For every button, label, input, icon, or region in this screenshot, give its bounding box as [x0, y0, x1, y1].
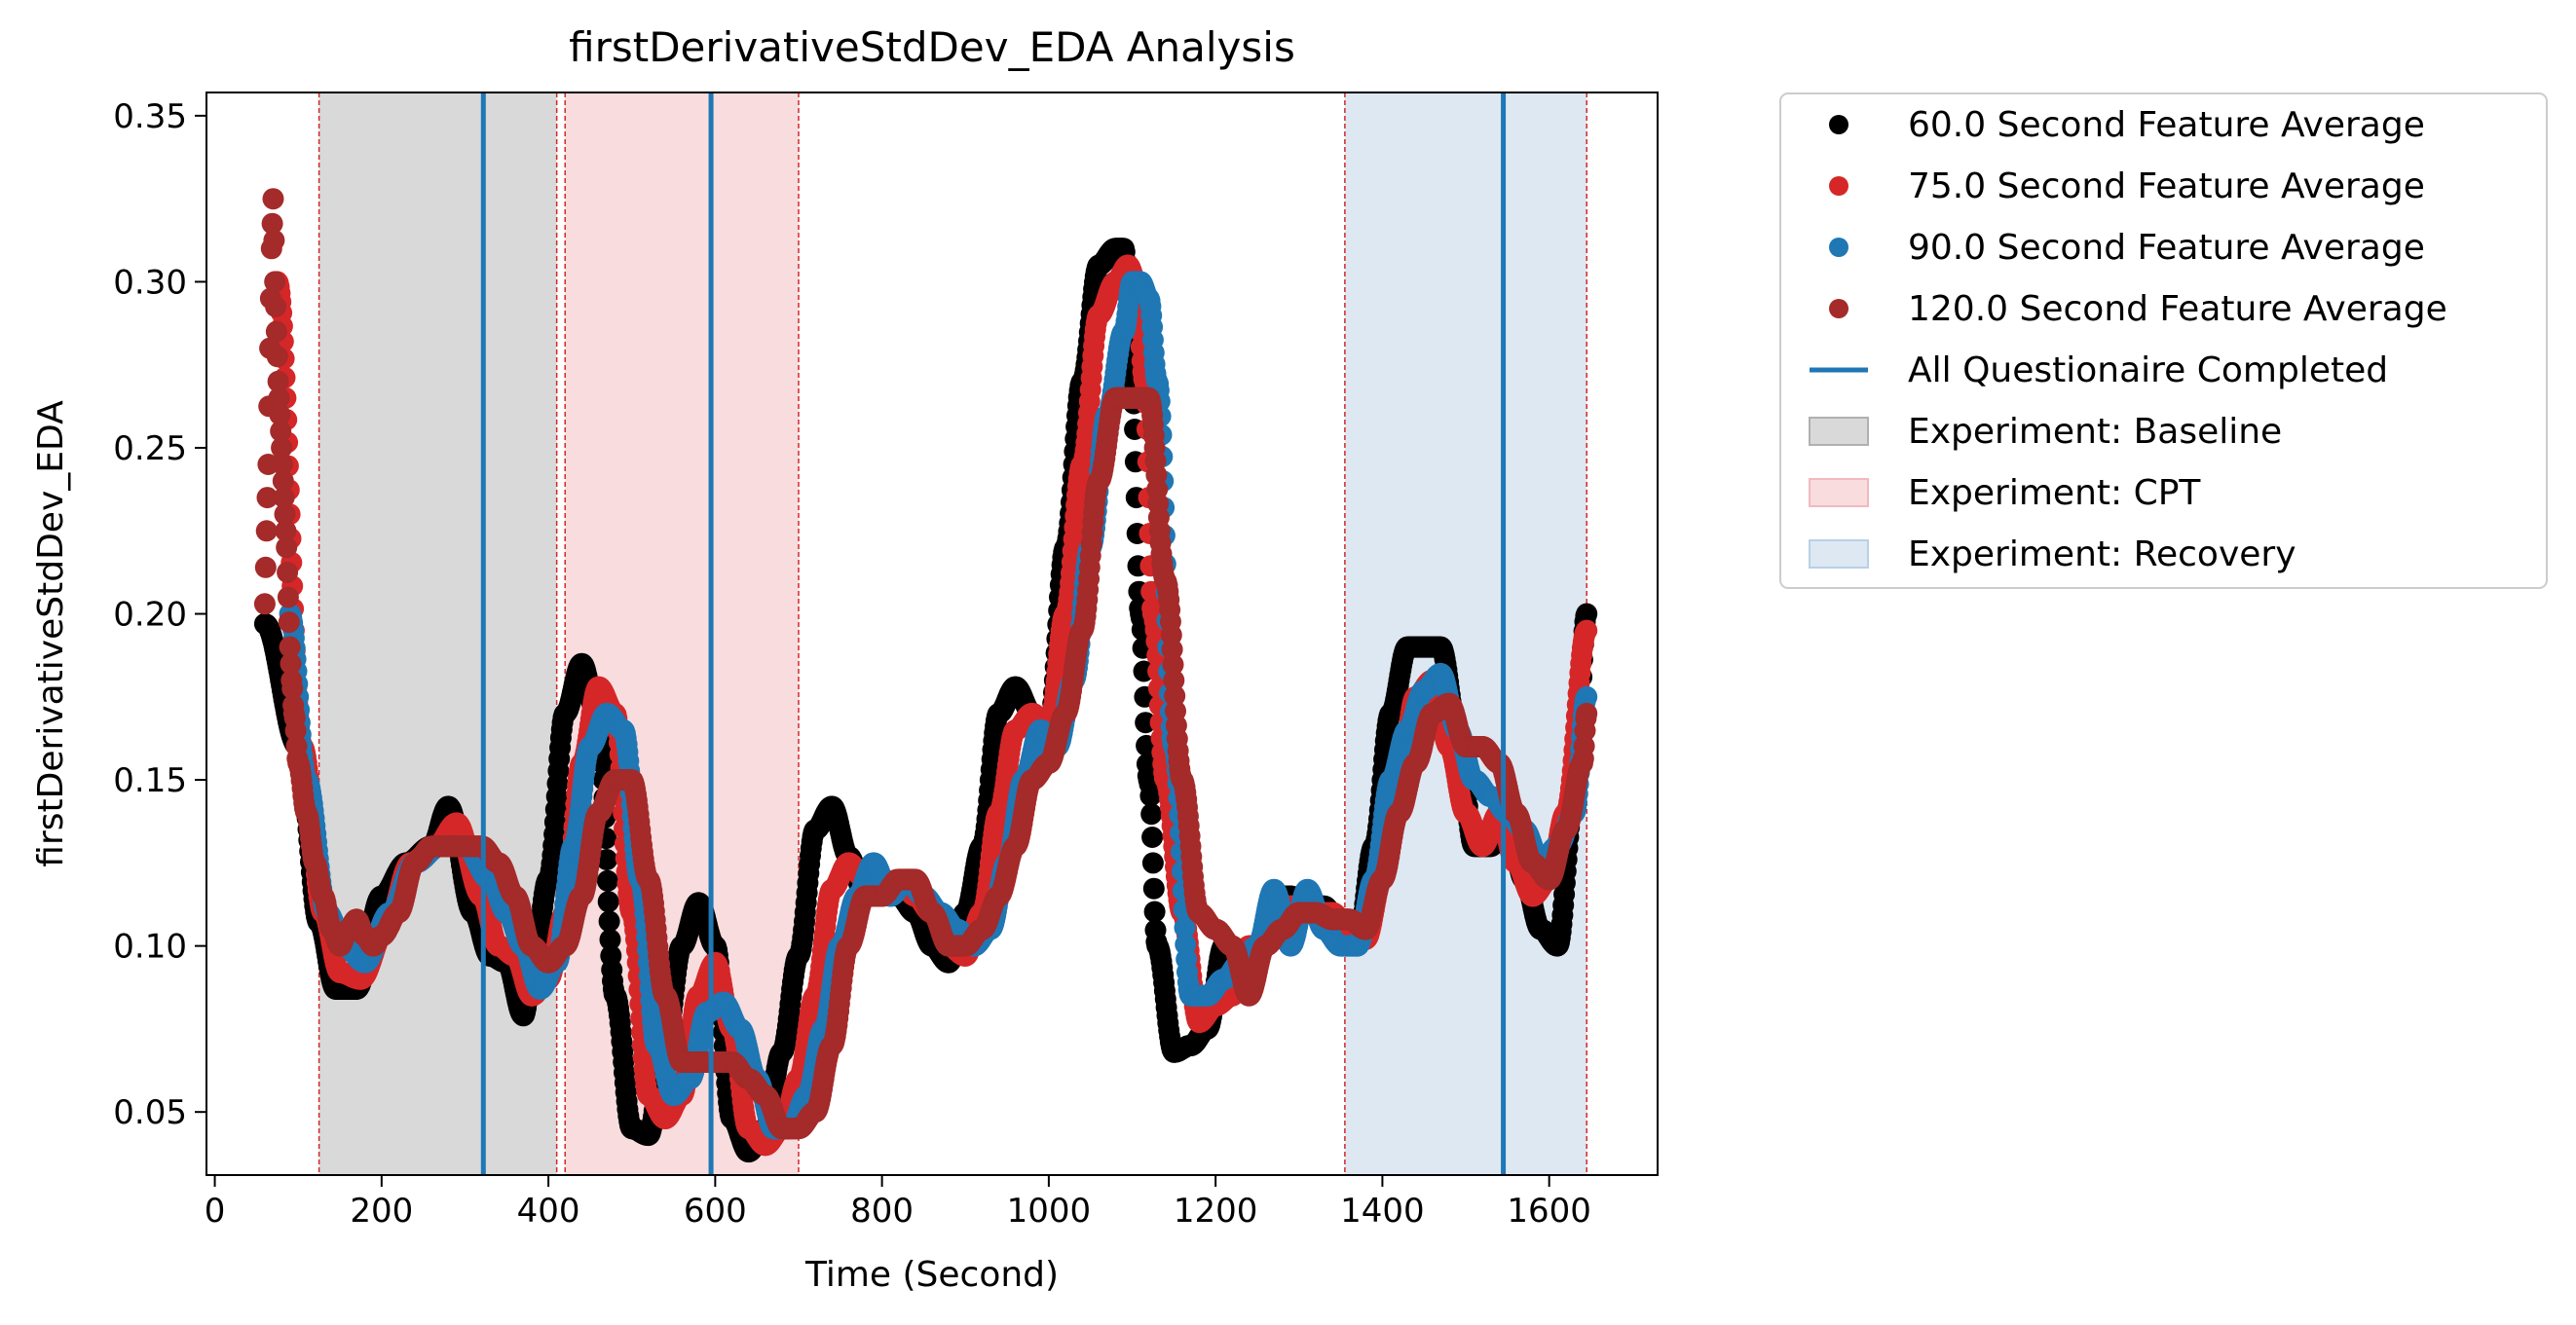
- data-point: [596, 849, 617, 870]
- data-point: [263, 229, 285, 251]
- data-point: [266, 346, 288, 368]
- data-point: [1142, 877, 1165, 900]
- span-2: [1344, 92, 1587, 1175]
- data-point: [264, 271, 286, 293]
- data-point: [1139, 785, 1162, 807]
- data-point: [265, 296, 287, 317]
- data-point: [253, 593, 276, 615]
- data-point: [278, 611, 300, 634]
- data-point: [262, 188, 284, 210]
- data-point: [1141, 852, 1164, 874]
- data-point: [1141, 827, 1164, 848]
- data-point: [276, 536, 298, 559]
- data-point: [1576, 603, 1598, 625]
- data-point: [598, 910, 620, 933]
- data-point: [596, 869, 618, 892]
- data-point: [597, 891, 619, 913]
- data-point: [277, 561, 299, 583]
- data-point: [265, 320, 287, 343]
- data-point: [277, 586, 299, 608]
- data-point: [1143, 901, 1166, 923]
- data-point: [1135, 712, 1157, 734]
- data-point: [254, 556, 277, 578]
- data-point: [255, 520, 278, 542]
- data-point: [599, 929, 621, 951]
- data-point: [1140, 803, 1163, 826]
- data-point: [1576, 619, 1598, 642]
